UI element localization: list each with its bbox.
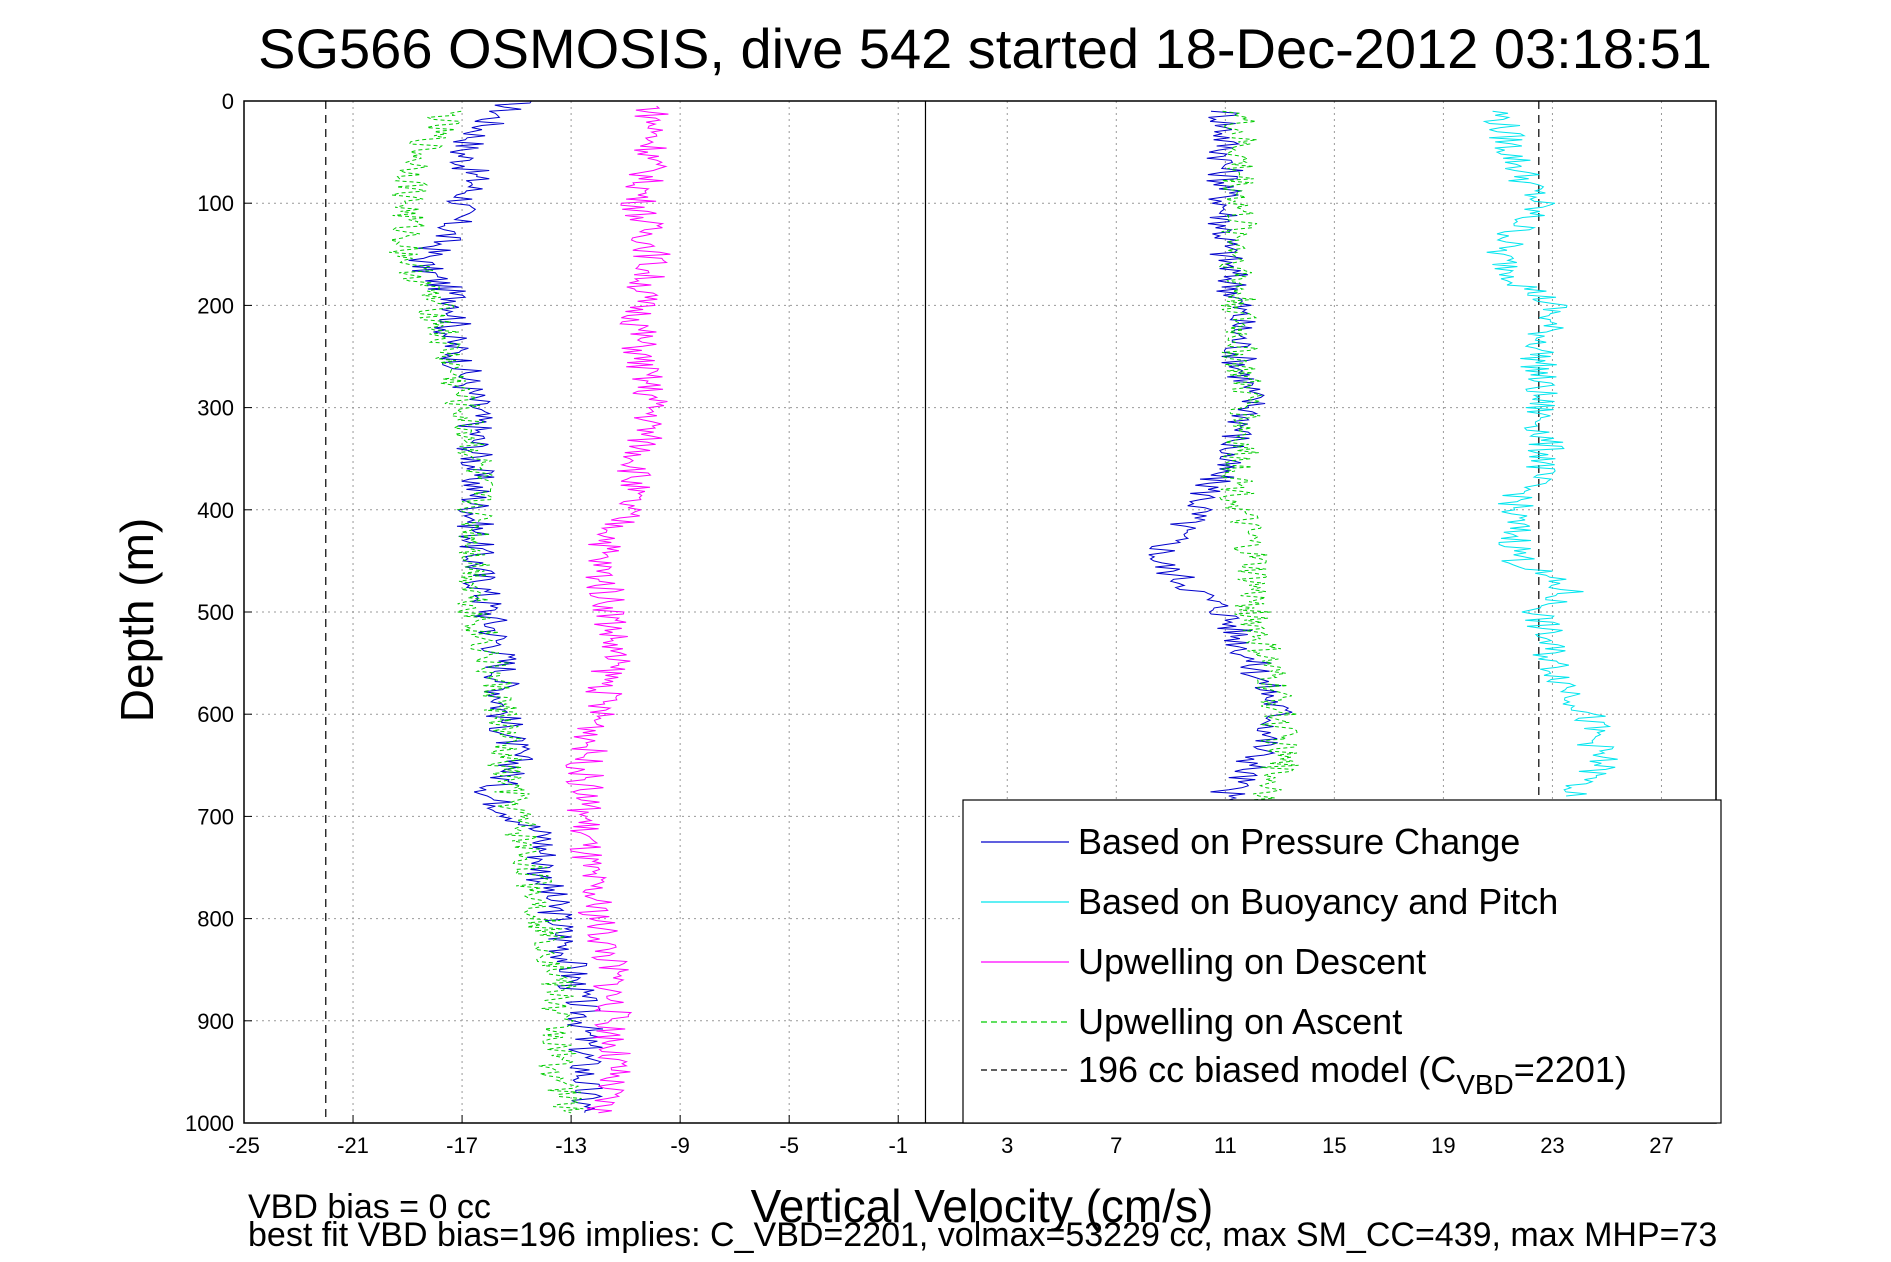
chart-title: SG566 OSMOSIS, dive 542 started 18-Dec-2… — [258, 17, 1712, 80]
legend-entry-subscript: VBD — [1456, 1069, 1514, 1100]
series-line — [1218, 110, 1299, 817]
y-axis-label: Depth (m) — [111, 518, 163, 722]
x-tick-label: -21 — [337, 1133, 369, 1158]
x-tick-label: -13 — [555, 1133, 587, 1158]
legend-entry-text: Based on Buoyancy and Pitch — [1078, 881, 1558, 922]
x-tick-label: -1 — [888, 1133, 908, 1158]
y-tick-label: 400 — [197, 498, 234, 523]
legend-entry-tail: =2201) — [1514, 1049, 1627, 1090]
legend-entry-text: 196 cc biased model (C — [1078, 1049, 1456, 1090]
legend-entry-text: Upwelling on Descent — [1078, 941, 1426, 982]
legend-box — [962, 799, 1722, 1124]
x-tick-label: 3 — [1001, 1133, 1013, 1158]
reference-lines — [325, 101, 1540, 1123]
y-tick-label: 300 — [197, 396, 234, 421]
y-ticks: 0 100 200 300 400 500 600 700 800 900 1000 — [185, 89, 252, 1136]
y-tick-label: 100 — [197, 191, 234, 216]
series-line — [565, 105, 671, 1114]
grid — [243, 100, 1716, 1124]
series-line — [408, 100, 604, 1113]
y-tick-label: 500 — [197, 600, 234, 625]
footnote-best-fit: best fit VBD bias=196 implies: C_VBD=220… — [248, 1216, 1717, 1254]
y-tick-label: 0 — [222, 89, 234, 114]
y-tick-label: 900 — [197, 1009, 234, 1034]
legend-entry-label: 196 cc biased model (CVBD=2201) — [1078, 1049, 1627, 1100]
y-tick-label: 200 — [197, 293, 234, 318]
x-tick-label: 7 — [1110, 1133, 1122, 1158]
y-tick-label: 600 — [197, 702, 234, 727]
x-tick-label: 27 — [1649, 1133, 1673, 1158]
footnote-vbd-bias: VBD bias = 0 cc — [248, 1188, 491, 1226]
x-tick-label: -9 — [670, 1133, 690, 1158]
legend: Based on Pressure Change Based on Buoyanc… — [962, 799, 1722, 1124]
x-ticks: -25 -21 -17 -13 -9 -5 -1 3 7 11 15 19 23 27 — [228, 1115, 1674, 1158]
legend-entry-text: Upwelling on Ascent — [1078, 1001, 1402, 1042]
legend-entry-label: Based on Pressure Change — [1078, 821, 1520, 862]
series-line — [1482, 110, 1618, 797]
x-tick-label: 15 — [1322, 1133, 1346, 1158]
y-tick-label: 1000 — [185, 1111, 234, 1136]
x-tick-label: 11 — [1214, 1133, 1237, 1158]
legend-entry-label: Based on Buoyancy and Pitch — [1078, 881, 1558, 922]
y-tick-label: 800 — [197, 907, 234, 932]
x-tick-label: 23 — [1540, 1133, 1564, 1158]
legend-entry-label: Upwelling on Ascent — [1078, 1001, 1402, 1042]
x-axis-label: Vertical Velocity (cm/s) — [751, 1180, 1214, 1232]
x-tick-label: 19 — [1431, 1133, 1455, 1158]
x-tick-label: -25 — [228, 1133, 260, 1158]
legend-entry-label: Upwelling on Descent — [1078, 941, 1426, 982]
legend-entry-text: Based on Pressure Change — [1078, 821, 1520, 862]
x-tick-label: -17 — [446, 1133, 478, 1158]
y-tick-label: 700 — [197, 804, 234, 829]
x-tick-label: -5 — [779, 1133, 799, 1158]
